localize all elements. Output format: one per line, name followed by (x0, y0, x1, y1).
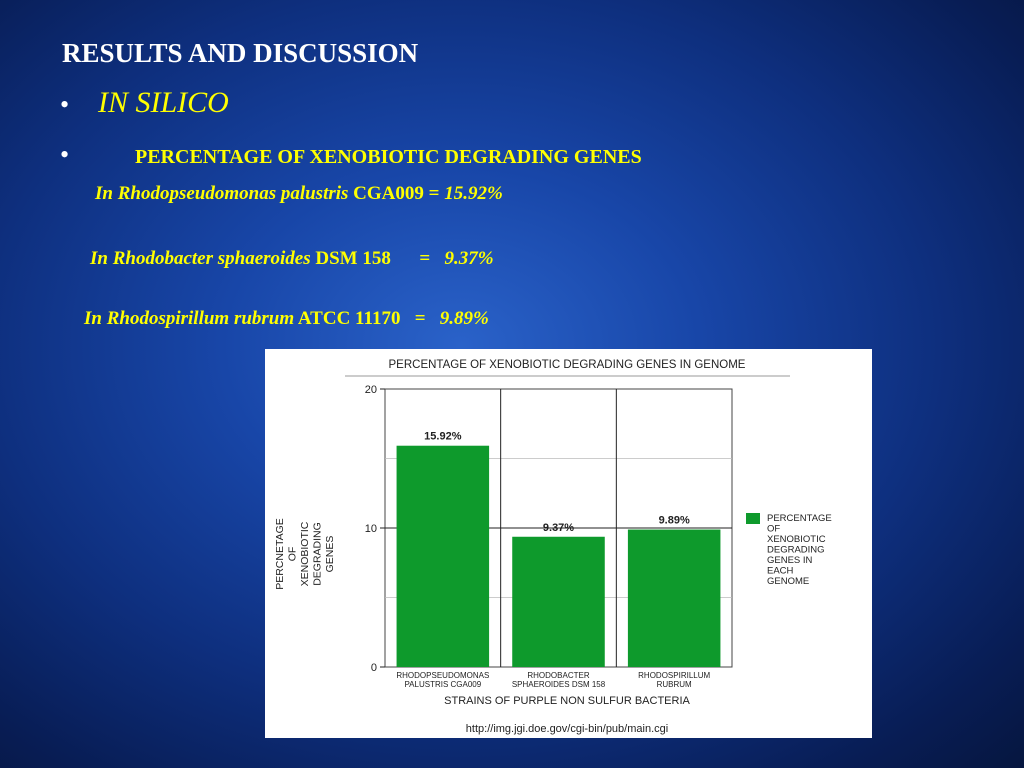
legend-label: OF (767, 524, 780, 535)
organism-name: In Rhodopseudomonas palustris (95, 183, 349, 204)
y-axis-label-line: OF (287, 547, 299, 562)
organism-name: In Rhodobacter sphaeroides (90, 248, 311, 269)
bar-chart: PERCENTAGE OF XENOBIOTIC DEGRADING GENES… (274, 359, 832, 735)
percentage-value: 9.89% (439, 308, 489, 329)
strain-id: CGA009 (353, 183, 424, 204)
strain-id: ATCC 11170 (297, 308, 401, 329)
organism-line-2: In Rhodobacter sphaeroides DSM 158 = 9.3… (90, 248, 494, 270)
bullet-1: • (60, 90, 70, 119)
x-tick-label: RHODOSPIRILLUM (638, 671, 710, 680)
legend-label: GENES IN (767, 555, 813, 566)
bar (512, 536, 605, 667)
slide-heading: RESULTS AND DISCUSSION (62, 38, 419, 68)
data-label: 9.37% (543, 522, 574, 534)
y-axis-label-line: XENOBIOTIC (299, 521, 311, 586)
legend-label: XENOBIOTIC (767, 534, 826, 545)
legend-label: EACH (767, 566, 794, 577)
percentage-value: 15.92% (444, 183, 503, 204)
x-tick-label: SPHAEROIDES DSM 158 (512, 680, 606, 689)
y-tick-label: 20 (365, 384, 377, 396)
legend-swatch (746, 513, 760, 524)
bar-chart-panel: PERCENTAGE OF XENOBIOTIC DEGRADING GENES… (265, 349, 872, 738)
y-axis-label-line: PERCNETAGE (274, 518, 286, 590)
x-tick-label: RUBRUM (657, 680, 692, 689)
x-tick-label: RHODOPSEUDOMONAS (396, 671, 489, 680)
organism-line-1: In Rhodopseudomonas palustris CGA009 = 1… (95, 183, 503, 205)
equals-sign: = (419, 248, 431, 269)
bar (627, 529, 721, 667)
y-tick-label: 10 (365, 523, 377, 535)
bullet-2: • (60, 140, 70, 169)
equals-sign: = (428, 183, 440, 204)
data-label: 15.92% (424, 431, 462, 443)
legend-label: PERCENTAGE (767, 513, 832, 524)
y-axis-label-line: GENES (324, 536, 336, 573)
y-axis: 0 10 20 (365, 384, 385, 674)
y-axis-label: PERCNETAGE OF XENOBIOTIC DEGRADING GENES (274, 518, 336, 590)
strain-id: DSM 158 (315, 248, 391, 269)
bar (396, 445, 490, 667)
organism-line-3: In Rhodospirillum rubrum ATCC 11170 = 9.… (84, 308, 489, 330)
legend-label: DEGRADING (767, 545, 825, 556)
y-axis-label-line: DEGRADING (312, 522, 324, 586)
percentage-heading: PERCENTAGE OF XENOBIOTIC DEGRADING GENES (135, 146, 642, 168)
equals-sign: = (414, 308, 426, 329)
x-axis-label: STRAINS OF PURPLE NON SULFUR BACTERIA (444, 695, 690, 707)
y-tick-label: 0 (371, 662, 377, 674)
in-silico-label: IN SILICO (98, 86, 229, 119)
data-label: 9.89% (659, 515, 690, 527)
x-tick-label: PALUSTRIS CGA009 (404, 680, 481, 689)
legend-label: GENOME (767, 576, 809, 587)
x-tick-label: RHODOBACTER (527, 671, 589, 680)
source-url: http://img.jgi.doe.gov/cgi-bin/pub/main.… (466, 723, 668, 735)
percentage-value: 9.37% (444, 248, 494, 269)
organism-name: In Rhodospirillum rubrum (84, 308, 295, 329)
chart-title: PERCENTAGE OF XENOBIOTIC DEGRADING GENES… (389, 359, 746, 371)
